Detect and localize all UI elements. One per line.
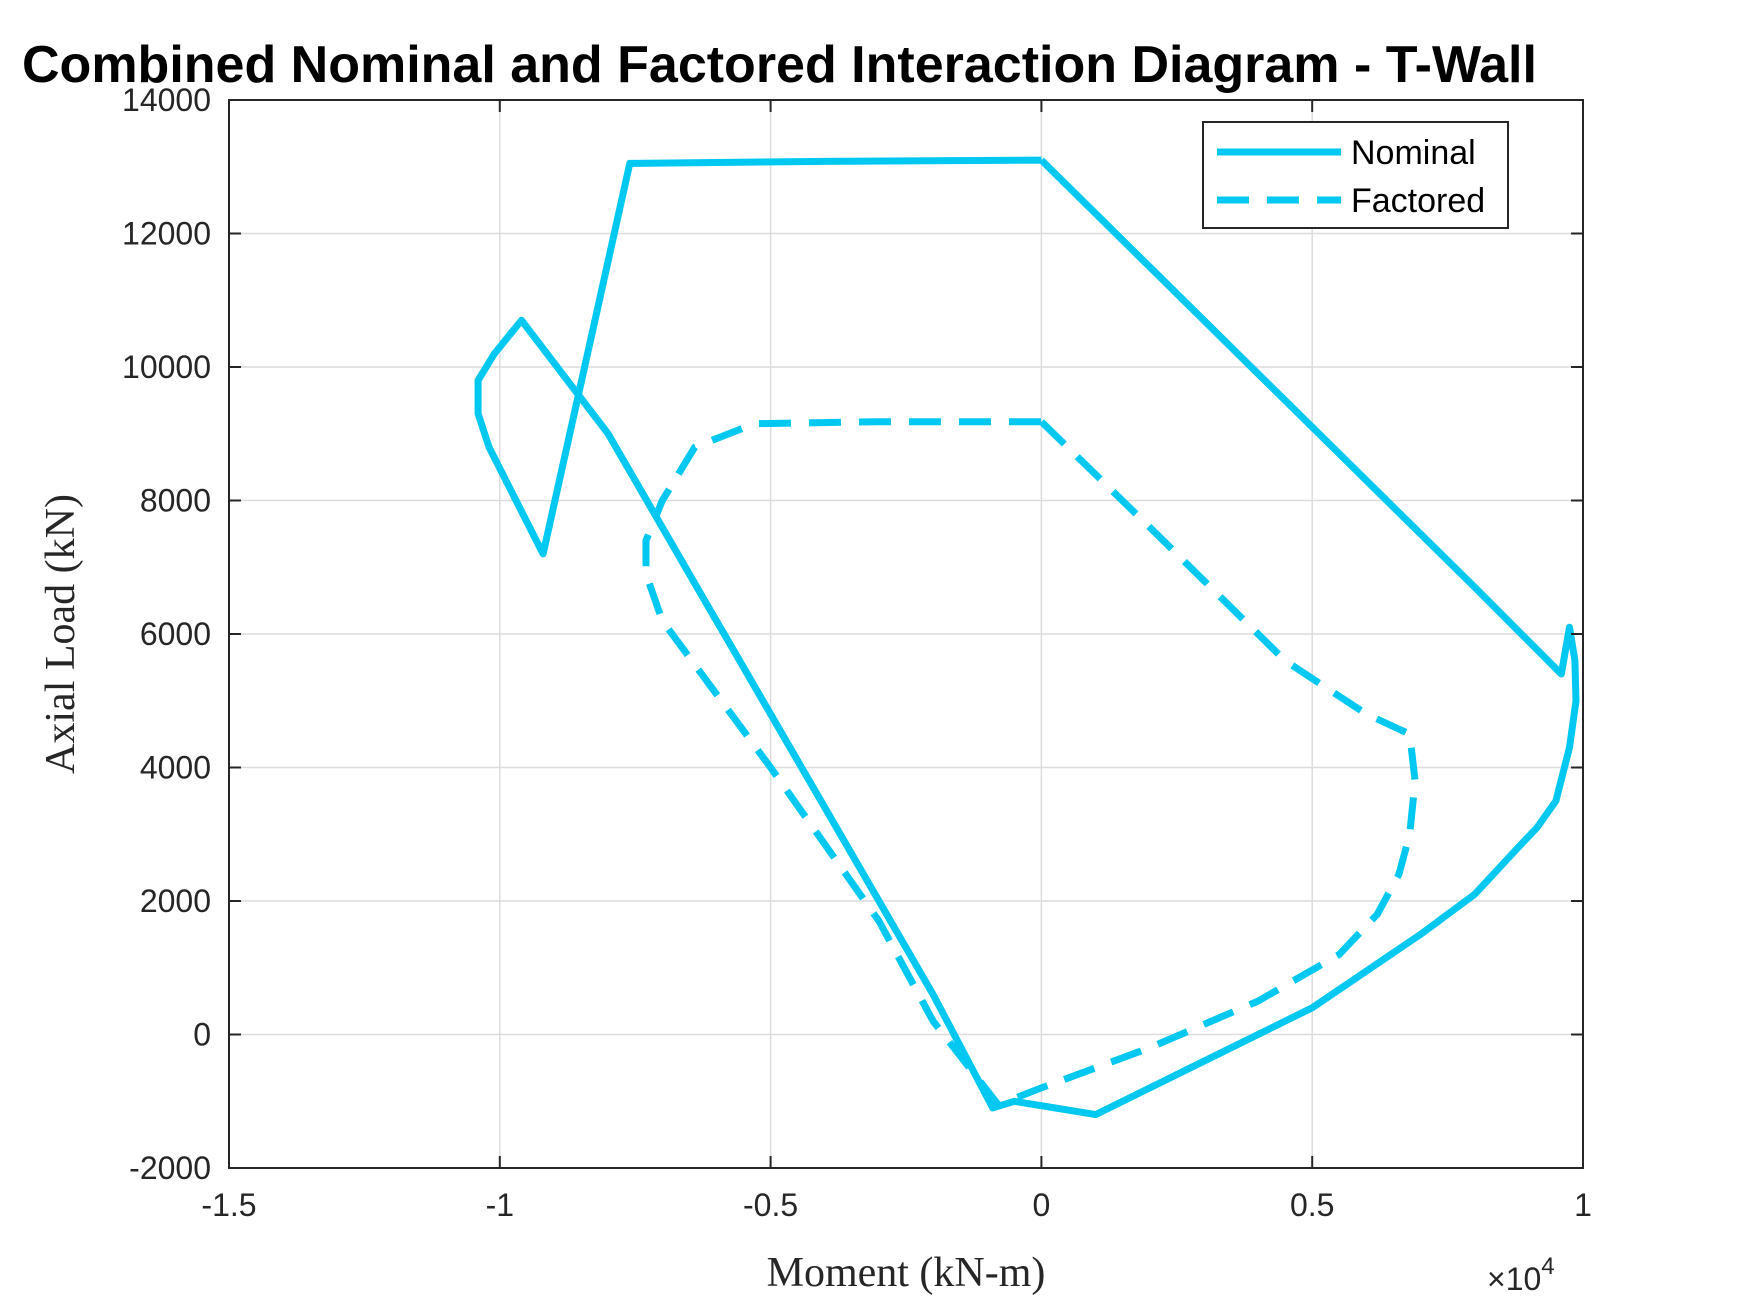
series-line-factored	[642, 418, 1419, 1109]
y-tick-label: 4000	[140, 750, 211, 786]
y-tick-label: 6000	[140, 616, 211, 652]
legend-label-nominal: Nominal	[1351, 134, 1476, 172]
y-tick-label: -2000	[129, 1150, 211, 1186]
y-tick-label: 14000	[122, 82, 211, 118]
y-tick-label: 12000	[122, 216, 211, 252]
series-line-nominal	[474, 156, 1580, 1119]
x-tick-label: 1	[1574, 1187, 1592, 1223]
x-multiplier-base: ×10	[1487, 1261, 1541, 1297]
x-tick-label: 0	[1033, 1187, 1051, 1223]
series-layer	[474, 156, 1580, 1119]
legend-label-factored: Factored	[1351, 182, 1485, 220]
ticks: -1.5 -1 -0.5 0 0.5 1 -2000 0 2000 4000 6000 8000 100…	[122, 82, 1592, 1223]
y-tick-label: 10000	[122, 349, 211, 385]
chart-title: Combined Nominal and Factored Interactio…	[22, 36, 1537, 94]
y-tick-label: 2000	[140, 883, 211, 919]
x-tick-label: 0.5	[1290, 1187, 1334, 1223]
x-tick-label: -0.5	[743, 1187, 798, 1223]
x-tick-label: -1.5	[201, 1187, 256, 1223]
x-tick-label: -1	[486, 1187, 514, 1223]
y-axis-label: Axial Load (kN)	[38, 494, 84, 774]
legend: Nominal Factored	[1202, 121, 1509, 229]
x-multiplier: ×104	[1487, 1253, 1555, 1297]
legend-box	[1202, 121, 1509, 229]
x-axis-label: Moment (kN-m)	[767, 1250, 1046, 1296]
y-tick-label: 0	[193, 1017, 211, 1053]
x-multiplier-exponent: 4	[1541, 1253, 1554, 1280]
y-tick-label: 8000	[140, 483, 211, 519]
grid	[228, 99, 1584, 1169]
